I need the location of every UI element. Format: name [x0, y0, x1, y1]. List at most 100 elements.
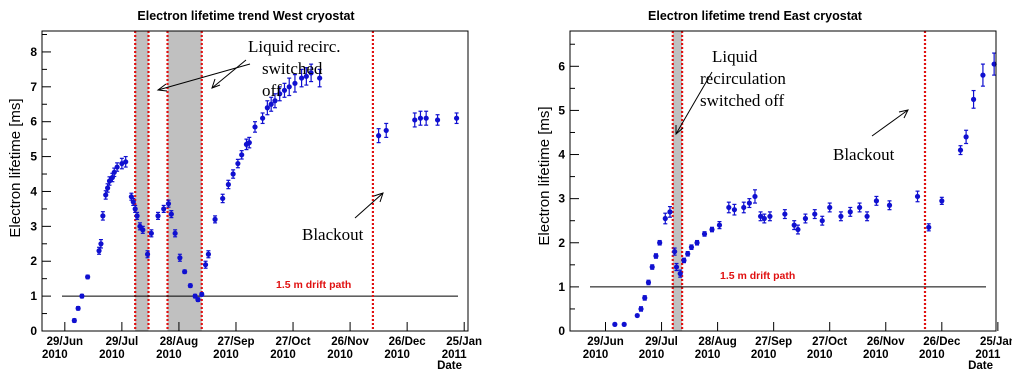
east-data-point	[782, 209, 788, 220]
west-y-tick-label: 6	[30, 115, 37, 129]
east-x-tick-year: 2011	[975, 349, 1001, 361]
east-data-point	[694, 239, 700, 246]
west-y-tick-label: 3	[30, 219, 37, 233]
east-data-point	[886, 200, 893, 211]
east-x-tick-label: 27/Oct	[812, 336, 847, 348]
east-shaded-region	[672, 31, 683, 331]
east-data-point	[731, 203, 738, 216]
east-data-point	[914, 190, 921, 203]
east-data-point	[673, 262, 680, 272]
east-data-point	[716, 220, 723, 230]
west-data-point	[79, 293, 85, 299]
west-x-tick-year: 2011	[442, 349, 468, 361]
west-blackout-label: Blackout	[302, 225, 364, 244]
east-reference-label: 1.5 m drift path	[720, 270, 795, 282]
east-data-point	[802, 213, 809, 224]
west-y-tick-label: 8	[30, 45, 37, 59]
west-data-point	[165, 199, 172, 208]
west-x-tick-year: 2010	[384, 349, 410, 361]
west-data-point	[308, 63, 314, 83]
west-data-point	[148, 229, 154, 238]
west-x-tick-year: 2010	[270, 349, 296, 361]
east-data-point	[991, 52, 997, 76]
east-data-point	[701, 231, 708, 237]
west-plot-frame	[41, 30, 469, 332]
east-data-point	[847, 206, 853, 217]
west-reference-label: 1.5 m drift path	[276, 279, 351, 291]
west-data-point	[161, 204, 167, 213]
east-data-points	[612, 52, 997, 327]
east-data-point	[980, 63, 986, 87]
west-data-point	[281, 82, 288, 98]
west-data-point	[103, 190, 109, 200]
west-data-point	[182, 269, 188, 275]
east-annotation-line-1: Liquid	[712, 47, 758, 66]
west-data-point	[106, 176, 113, 186]
west-arrowhead-1	[156, 83, 168, 92]
west-annotation-line-3: off	[262, 81, 282, 100]
west-data-point	[195, 297, 201, 303]
west-data-point	[317, 68, 323, 88]
west-y-tick-label: 1	[30, 289, 37, 303]
east-data-point	[653, 253, 659, 259]
east-data-point	[746, 198, 752, 209]
east-data-point	[857, 202, 863, 213]
west-data-point	[187, 283, 193, 289]
west-data-point	[100, 211, 106, 221]
east-data-point	[939, 196, 945, 205]
west-x-tick-label: 29/Jul	[106, 336, 139, 348]
west-x-tick-label: 28/Aug	[160, 336, 198, 348]
west-data-point	[239, 150, 245, 160]
west-data-point	[264, 100, 270, 116]
west-data-point	[199, 291, 205, 297]
west-y-tick-label: 7	[30, 80, 37, 94]
east-x-tick-label: 29/Jun	[587, 336, 623, 348]
west-data-point	[252, 121, 258, 133]
west-data-point	[114, 162, 120, 172]
east-data-point	[812, 209, 818, 220]
west-y-axis-label: Electron lifetime [ms]	[7, 98, 24, 237]
east-data-point	[761, 213, 767, 224]
west-panel: Electron lifetime trend West cryostat 1.…	[7, 9, 482, 372]
east-blackout-arrow	[871, 109, 909, 137]
east-data-point	[612, 321, 618, 327]
east-data-point	[864, 211, 870, 222]
west-x-tick-label: 26/Dec	[389, 336, 427, 348]
east-data-point	[926, 223, 932, 232]
east-x-tick-label: 29/Jul	[645, 336, 678, 348]
west-data-point	[155, 211, 161, 220]
west-shaded-region	[167, 31, 202, 331]
east-x-axis-label: Date	[968, 360, 993, 372]
west-annotation-line-2: switched	[262, 59, 323, 78]
east-x-tick-label: 25/Jan	[980, 336, 1012, 348]
west-data-point	[376, 128, 382, 144]
west-data-point	[272, 93, 278, 109]
west-data-point	[123, 155, 129, 168]
east-y-tick-label: 3	[558, 192, 565, 206]
west-x-tick-label: 27/Sep	[217, 336, 254, 348]
west-data-point	[277, 86, 283, 102]
east-shading	[671, 31, 684, 331]
east-data-point	[688, 244, 695, 250]
west-data-point	[303, 67, 309, 86]
east-data-point	[677, 269, 683, 278]
west-x-tick-year: 2010	[99, 349, 125, 361]
east-y-tick-label: 2	[558, 236, 565, 250]
east-arrowhead	[675, 125, 684, 136]
east-data-point	[752, 189, 758, 204]
west-data-point	[434, 114, 441, 126]
west-data-point	[71, 317, 77, 324]
east-data-point	[685, 250, 691, 257]
west-data-point	[292, 74, 298, 93]
west-data-point	[212, 215, 218, 224]
east-data-point	[726, 201, 732, 214]
west-shaded-region	[135, 31, 149, 331]
east-x-tick-year: 2010	[695, 349, 721, 361]
east-annotation-blackout: Blackout	[833, 109, 909, 164]
west-data-point	[177, 253, 183, 262]
east-panel: Electron lifetime trend East cryostat 1.…	[536, 9, 1012, 372]
west-data-point	[220, 193, 226, 204]
west-y-tick-label: 4	[30, 184, 37, 198]
east-data-point	[957, 145, 964, 156]
east-x-tick-year: 2010	[583, 349, 609, 361]
